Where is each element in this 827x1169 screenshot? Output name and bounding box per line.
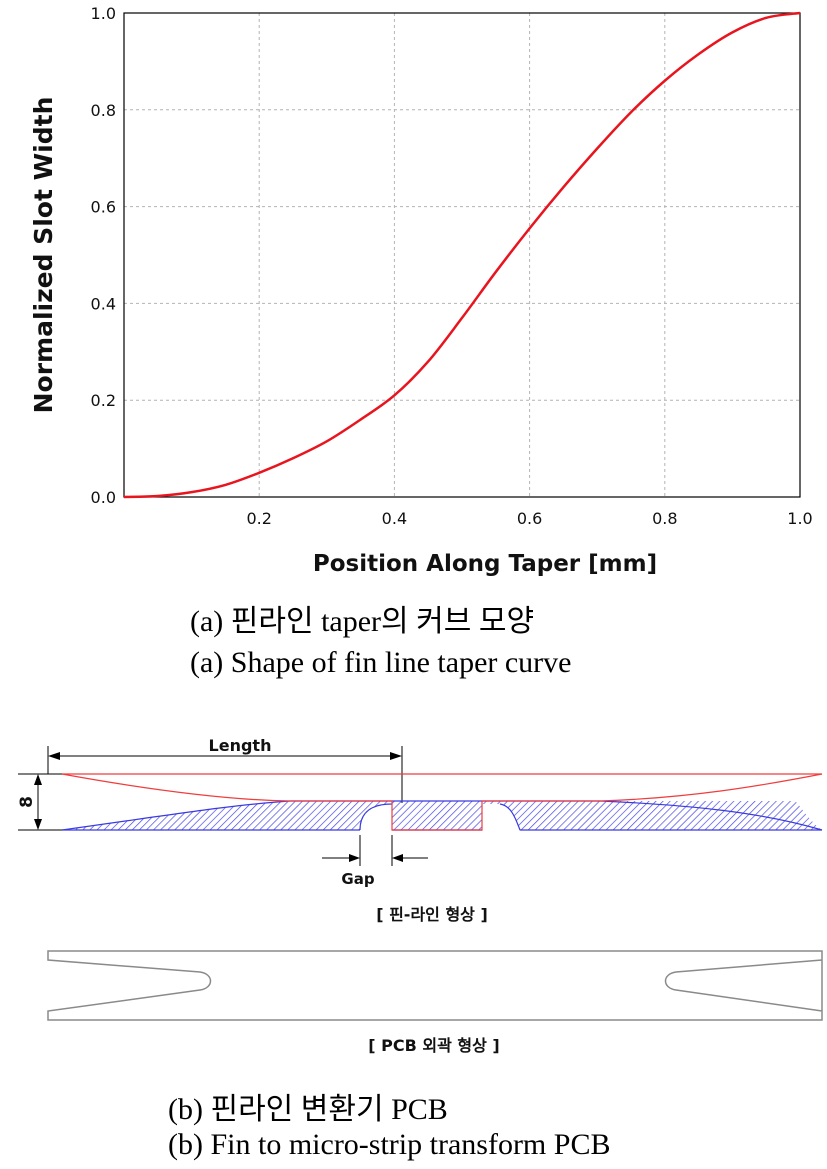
x-tick-label: 0.6	[517, 509, 542, 528]
gap-arc-left	[359, 803, 393, 831]
caption-a-english: (a) Shape of fin line taper curve	[190, 646, 572, 679]
x-tick-label: 0.4	[382, 509, 407, 528]
x-tick-labels: 0.2 0.4 0.6 0.8 1.0	[246, 509, 812, 528]
gap-cutout	[360, 804, 392, 831]
gap-label: Gap	[341, 870, 374, 888]
y-tick-label: 0.8	[91, 101, 116, 120]
curve-layer	[123, 11, 801, 499]
length-arrow-left	[48, 752, 60, 760]
finline-svg: Length 8 Gap [ 핀-라인 형상 ] [ PCB 외곽 형상 ]	[17, 736, 823, 1055]
taper-curve-chart: 0.0 0.2 0.4 0.6 0.8 1.0 0.2 0.4 0.6 0.8 1.0 Posit…	[29, 4, 813, 577]
y-tick-labels: 0.0 0.2 0.4 0.6 0.8 1.0	[91, 4, 116, 507]
height-arrow-bottom	[34, 819, 42, 830]
height-arrow-top	[34, 774, 42, 785]
series-line-0	[123, 11, 801, 499]
grid-layer	[124, 13, 800, 497]
height-label: 8	[17, 796, 37, 808]
plot-frame	[123, 12, 801, 498]
gap-arrow-left	[349, 854, 360, 862]
y-tick-label: 0.2	[91, 391, 116, 410]
length-label: Length	[209, 736, 272, 755]
red-fin-line	[61, 773, 823, 831]
x-tick-label: 0.2	[246, 509, 271, 528]
gap-arc-right	[499, 803, 521, 831]
x-tick-label: 0.8	[652, 509, 677, 528]
caption-b-korean: (b) 핀라인 변환기 PCB	[168, 1093, 448, 1126]
caption-b-english: (b) Fin to micro-strip transform PCB	[168, 1128, 611, 1161]
blue-fin-hatch	[62, 801, 822, 830]
caption-a-korean: (a) 핀라인 taper의 커브 모양	[190, 605, 535, 638]
finline-drawing: Length 8 Gap [ 핀-라인 형상 ] [ PCB 외곽 형상 ]	[0, 700, 827, 1080]
chart-svg: 0.0 0.2 0.4 0.6 0.8 1.0 0.2 0.4 0.6 0.8 1.0 Posit…	[29, 4, 813, 577]
gap-arrow-right	[392, 854, 403, 862]
length-arrow-right	[390, 752, 402, 760]
pcb-outline	[47, 950, 823, 1021]
y-tick-label: 0.0	[91, 488, 116, 507]
y-tick-label: 0.6	[91, 198, 116, 217]
finline-title: [ 핀-라인 형상 ]	[376, 905, 488, 924]
x-axis-title: Position Along Taper [mm]	[313, 551, 657, 577]
x-tick-label: 1.0	[787, 509, 812, 528]
pcb-title: [ PCB 외곽 형상 ]	[368, 1036, 499, 1055]
y-tick-label: 0.4	[91, 294, 116, 313]
y-axis-title: Normalized Slot Width	[29, 97, 58, 414]
y-tick-label: 1.0	[91, 4, 116, 23]
